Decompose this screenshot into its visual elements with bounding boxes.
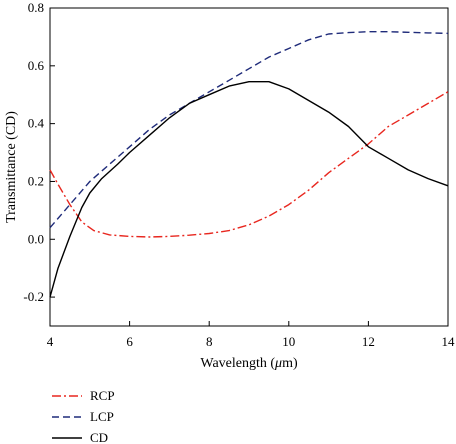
legend-label-rcp: RCP (90, 388, 115, 403)
series-line-lcp (49, 31, 449, 229)
x-tick-label: 10 (282, 334, 295, 349)
series-line-rcp (49, 91, 449, 238)
legend-label-lcp: LCP (90, 409, 114, 424)
legend: RCP LCP CD (52, 388, 115, 444)
x-axis-label: Wavelength (μm) (200, 356, 298, 371)
x-tick-label: 4 (47, 334, 54, 349)
series-lines (49, 31, 449, 298)
legend-label-cd: CD (90, 430, 108, 444)
y-tick-label: 0.8 (28, 0, 44, 15)
x-tick-label: 14 (442, 334, 456, 349)
x-tick-label: 8 (206, 334, 213, 349)
y-tick-label: 0.6 (28, 58, 45, 73)
series-line-cd (49, 80, 449, 298)
x-tick-label: 6 (126, 334, 133, 349)
plot-area-frame (49, 7, 449, 327)
y-tick-label: -0.2 (23, 289, 44, 304)
y-tick-label: 0.2 (28, 173, 44, 188)
y-tick-label: 0.0 (28, 231, 44, 246)
x-tick-label: 12 (362, 334, 375, 349)
axis-ticks: 4 6 8 10 12 14 -0.2 0.0 0.2 0.4 0.6 0.8 (23, 0, 455, 349)
y-tick-label: 0.4 (28, 116, 45, 131)
y-axis-label: Transmittance (CD) (4, 111, 19, 223)
